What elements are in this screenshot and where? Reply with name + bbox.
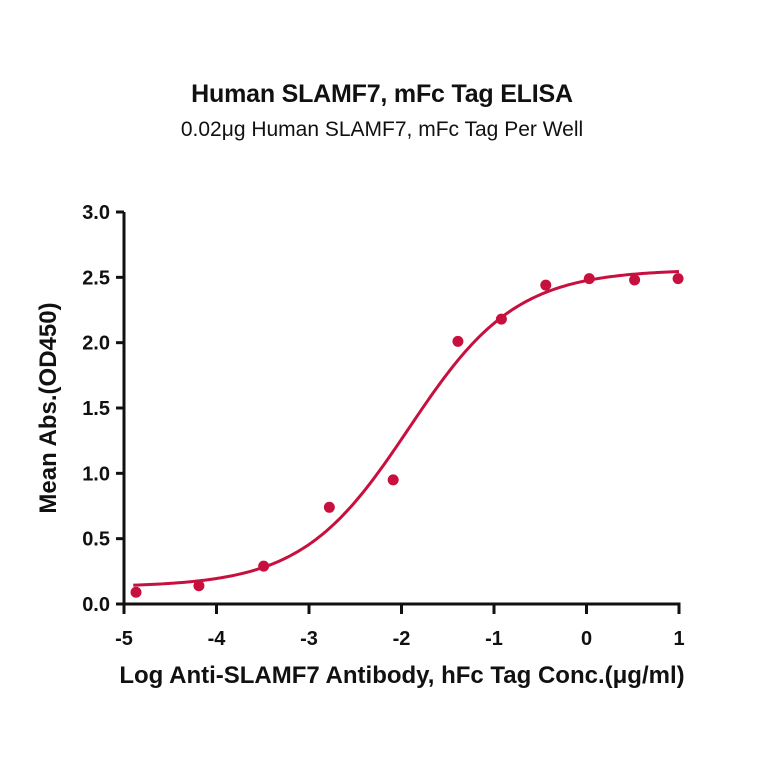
- data-point: [258, 560, 270, 572]
- data-point: [540, 279, 552, 291]
- y-tick-label: 1.5: [82, 398, 110, 420]
- data-point: [193, 580, 205, 592]
- x-tick-label: -1: [485, 628, 503, 650]
- data-points: [130, 273, 684, 598]
- chart-title: Human SLAMF7, mFc Tag ELISA: [191, 80, 573, 108]
- fit-curve: [133, 270, 680, 587]
- data-point: [452, 335, 464, 347]
- y-axis: 0.0 0.5 1.0 1.5 2.0 2.5 3.0: [82, 202, 126, 616]
- data-point: [629, 274, 641, 286]
- x-tick-label: -2: [393, 628, 411, 650]
- chart-subtitle: 0.02μg Human SLAMF7, mFc Tag Per Well: [180, 118, 584, 141]
- x-tick-label: -4: [208, 628, 227, 650]
- x-axis: -5 -4 -3 -2 -1 0 1: [115, 602, 685, 650]
- y-tick-label: 3.0: [82, 202, 110, 224]
- x-tick-label: -3: [300, 628, 318, 650]
- x-tick-label: 1: [673, 628, 684, 650]
- x-tick-label: 0: [581, 628, 592, 650]
- y-axis-label: Mean Abs.(OD450): [35, 302, 62, 513]
- y-tick-label: 2.5: [82, 267, 110, 289]
- data-point: [583, 273, 595, 285]
- data-point: [130, 586, 142, 598]
- data-point: [387, 474, 399, 486]
- y-tick-label: 1.0: [82, 463, 110, 485]
- data-point: [495, 313, 507, 325]
- data-point: [672, 273, 684, 285]
- x-tick-label: -5: [115, 628, 133, 650]
- y-tick-label: 0.0: [82, 594, 110, 616]
- y-tick-label: 0.5: [82, 529, 110, 551]
- x-axis-label: Log Anti-SLAMF7 Antibody, hFc Tag Conc.(…: [119, 662, 684, 689]
- y-tick-label: 2.0: [82, 333, 110, 355]
- data-point: [323, 501, 335, 513]
